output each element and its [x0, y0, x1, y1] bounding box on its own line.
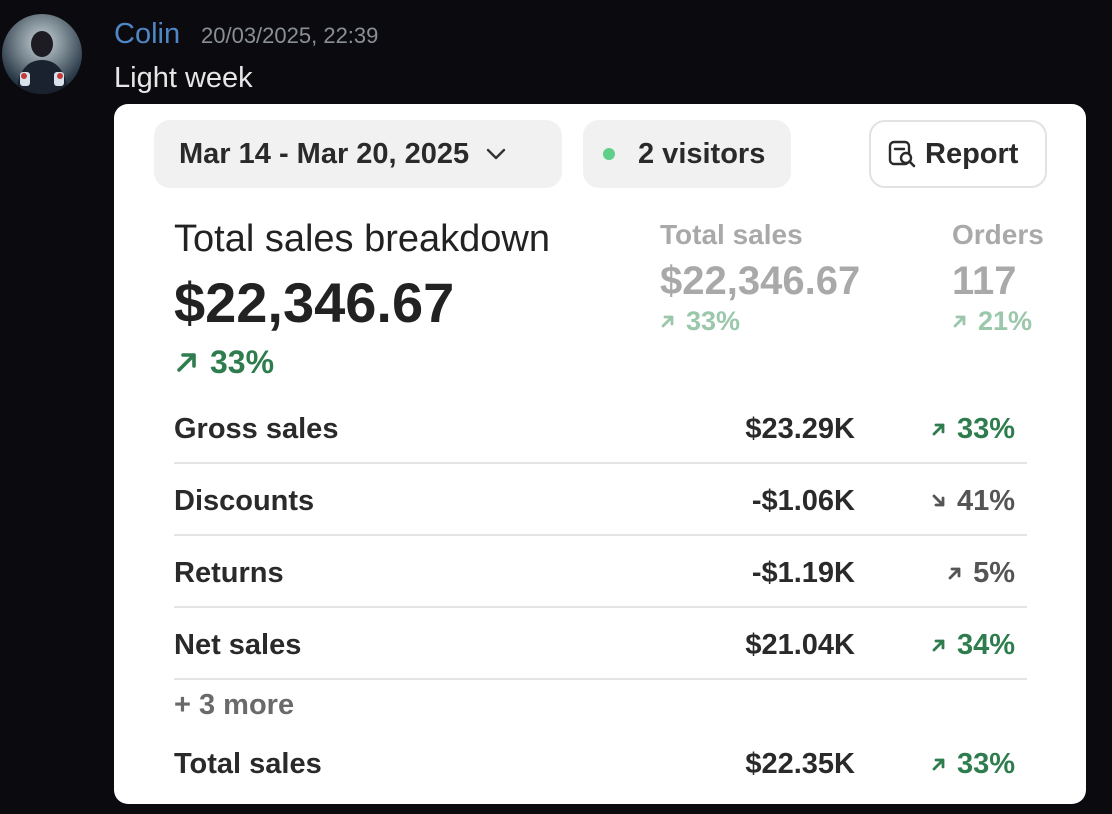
metric-change-value: 21%: [978, 306, 1033, 336]
metric-label: Total sales: [660, 219, 803, 250]
visitors-badge[interactable]: 2 visitors: [583, 120, 791, 188]
metric-orders: Orders 117 21%: [952, 218, 1044, 336]
arrow-up-right-icon: [660, 313, 676, 329]
row-change-value: 41%: [956, 485, 1015, 517]
breakdown-title: Total sales breakdown: [174, 218, 550, 260]
row-change: 33%: [931, 746, 1015, 782]
arrow-down-right-icon: [931, 493, 947, 509]
report-button[interactable]: Report: [869, 120, 1047, 188]
sales-card: Mar 14 - Mar 20, 2025 2 visitors Report …: [114, 104, 1086, 804]
table-row-total-sales[interactable]: Total sales $22.35K 33%: [174, 746, 1027, 786]
live-dot-icon: [603, 148, 615, 160]
row-change: 41%: [931, 484, 1015, 518]
arrow-up-right-icon: [931, 421, 947, 437]
metric-label: Orders: [952, 219, 1044, 250]
row-change-value: 5%: [973, 557, 1015, 589]
arrow-up-right-icon: [947, 565, 963, 581]
date-range-selector[interactable]: Mar 14 - Mar 20, 2025: [154, 120, 562, 188]
row-value: -$1.19K: [751, 557, 855, 589]
row-change: 34%: [931, 628, 1015, 662]
report-search-icon: [887, 139, 917, 169]
metric-change: 21%: [952, 306, 1044, 336]
table-row-gross-sales[interactable]: Gross sales $23.29K 33%: [174, 392, 1027, 464]
message-author[interactable]: Colin: [114, 18, 181, 50]
chevron-down-icon: [485, 147, 507, 161]
message-text: Light week: [114, 62, 253, 94]
metric-value: $22,346.67: [660, 259, 861, 303]
arrow-up-right-icon: [931, 637, 947, 653]
row-name: Gross sales: [174, 413, 339, 445]
row-change-value: 34%: [956, 629, 1015, 661]
arrow-up-right-icon: [931, 756, 947, 772]
row-change: 33%: [931, 412, 1015, 446]
row-change-value: 33%: [956, 748, 1015, 780]
metric-value: 117: [952, 259, 1017, 303]
message-timestamp: 20/03/2025, 22:39: [201, 23, 379, 48]
row-value: $23.29K: [745, 413, 855, 445]
report-label: Report: [925, 137, 1019, 170]
row-name: Net sales: [174, 629, 302, 661]
table-row-returns[interactable]: Returns -$1.19K 5%: [174, 536, 1027, 608]
breakdown-table: Gross sales $23.29K 33% Discounts -$1.06…: [174, 392, 1027, 680]
date-range-label: Mar 14 - Mar 20, 2025: [179, 137, 470, 170]
metric-change: 33%: [660, 306, 860, 336]
arrow-up-right-icon: [174, 349, 200, 375]
metric-total-sales: Total sales $22,346.67 33%: [660, 218, 860, 336]
visitors-label: 2 visitors: [638, 137, 766, 170]
table-row-net-sales[interactable]: Net sales $21.04K 34%: [174, 608, 1027, 680]
breakdown-change: 33%: [174, 342, 274, 382]
avatar[interactable]: [2, 14, 82, 94]
row-name: Returns: [174, 557, 284, 589]
metric-change-value: 33%: [686, 306, 741, 336]
row-name: Total sales: [174, 748, 322, 780]
breakdown-amount: $22,346.67: [174, 271, 455, 334]
row-change-value: 33%: [956, 413, 1015, 445]
show-more-link[interactable]: + 3 more: [174, 689, 295, 721]
row-change: 5%: [947, 556, 1015, 590]
row-value: $21.04K: [745, 629, 855, 661]
row-name: Discounts: [174, 485, 315, 517]
arrow-up-right-icon: [952, 313, 968, 329]
row-value: -$1.06K: [751, 485, 855, 517]
table-row-discounts[interactable]: Discounts -$1.06K 41%: [174, 464, 1027, 536]
breakdown-change-value: 33%: [210, 344, 275, 380]
row-value: $22.35K: [745, 748, 855, 780]
